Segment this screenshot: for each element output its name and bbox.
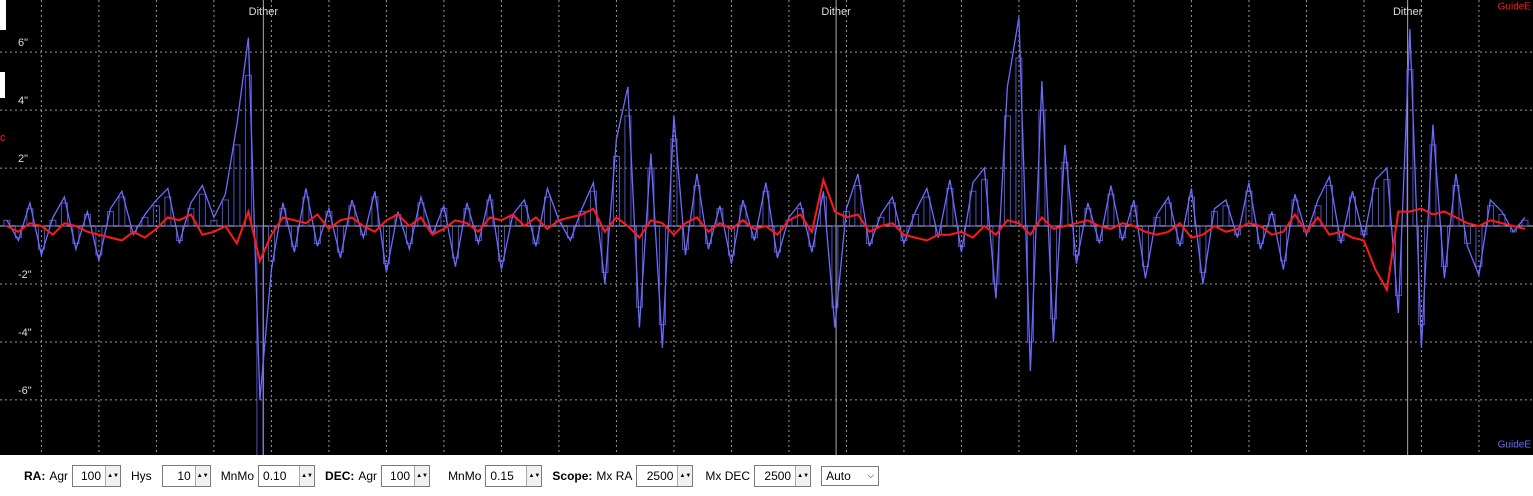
- spin-input[interactable]: 0.15 ▲▼: [485, 464, 543, 487]
- correction-bar: [1015, 57, 1023, 227]
- correction-bar: [1107, 193, 1115, 227]
- correction-bar: [693, 184, 701, 227]
- correction-bar: [1406, 69, 1414, 227]
- correction-bar: [141, 216, 149, 227]
- spin-input[interactable]: 100 ▲▼: [72, 464, 122, 487]
- correction-bar: [497, 225, 505, 262]
- correction-bar: [382, 225, 390, 265]
- input-value: 2500: [646, 468, 674, 483]
- correction-bar: [1141, 225, 1149, 268]
- correction-bar: [95, 225, 103, 256]
- legend-entry: GuideE: [1498, 440, 1532, 451]
- correction-bar: [1245, 190, 1253, 227]
- spin-input[interactable]: 2500 ▲▼: [754, 464, 812, 487]
- spin-input[interactable]: 10 ▲▼: [161, 464, 211, 487]
- correction-bar: [1394, 225, 1402, 297]
- label: Hys: [131, 468, 152, 483]
- correction-bar: [233, 144, 241, 227]
- label: Mx DEC: [705, 468, 751, 483]
- correction-bar: [210, 219, 218, 227]
- correction-bar: [49, 219, 57, 227]
- dropdown-value: Auto: [826, 468, 851, 483]
- correction-bar: [1371, 187, 1379, 227]
- correction-bar: [451, 225, 459, 259]
- correction-bar: [198, 193, 206, 227]
- spin-input[interactable]: 0.10 ▲▼: [258, 464, 316, 487]
- label: MnMo: [220, 468, 255, 483]
- correction-bar: [1003, 115, 1011, 227]
- correction-bar: [969, 190, 977, 227]
- guide-graph: c 6" 4" 2" -2" -4" -6" Dither Dither Dither Guide…: [0, 0, 1533, 455]
- correction-bar: [256, 225, 264, 455]
- correction-bar: [727, 225, 735, 256]
- correction-bar: [1199, 225, 1207, 273]
- label: MnMo: [448, 468, 482, 483]
- correction-bar: [923, 196, 931, 227]
- y-tick-label: -6": [18, 385, 32, 397]
- correction-bar: [946, 187, 954, 227]
- label: Agr: [49, 468, 69, 483]
- label: Mx RA: [596, 468, 633, 483]
- correction-bar: [164, 196, 172, 227]
- input-value: 2500: [764, 468, 792, 483]
- input-value: 100: [390, 468, 411, 483]
- spin-input[interactable]: 2500 ▲▼: [636, 464, 694, 487]
- correction-bar: [831, 225, 839, 308]
- correction-bar: [854, 184, 862, 227]
- y-tick-label: 6": [18, 37, 28, 49]
- dropdown[interactable]: Auto ⌵: [821, 465, 880, 486]
- correction-bar: [1164, 202, 1172, 227]
- correction-bar: [1222, 205, 1230, 227]
- correction-bar: [1521, 219, 1529, 227]
- y-tick-label: -4": [18, 327, 32, 339]
- series-line: [6, 17, 1526, 400]
- y-tick-label: 2": [18, 153, 28, 165]
- correction-bar: [543, 196, 551, 227]
- annotation: Dither: [821, 6, 851, 18]
- input-value: 0.10: [263, 468, 287, 483]
- control-bar: RA: Agr 100 ▲▼ Hys 10 ▲▼ MnMo 0.10 ▲▼ DEC: …: [0, 455, 1533, 496]
- y-tick-label: 4": [18, 95, 28, 107]
- correction-bar: [1348, 196, 1356, 227]
- side-widget: [0, 0, 6, 30]
- label: Scope:: [552, 468, 593, 483]
- y-tick-label: -2": [18, 269, 32, 281]
- correction-bar: [60, 202, 68, 227]
- annotation: Dither: [249, 6, 279, 18]
- correction-bar: [1314, 205, 1322, 227]
- correction-bar: [221, 199, 229, 227]
- correction-bar: [704, 225, 712, 244]
- label: RA:: [24, 468, 46, 483]
- label: Agr: [358, 468, 378, 483]
- annotation: Dither: [1393, 6, 1423, 18]
- side-widget: [0, 72, 5, 98]
- correction-bar: [1325, 184, 1333, 227]
- correction-bar: [3, 219, 11, 227]
- correction-bar: [417, 202, 425, 227]
- input-value: 10: [177, 468, 191, 483]
- correction-bar: [152, 205, 160, 227]
- correction-bar: [612, 155, 620, 227]
- correction-bar: [118, 196, 126, 227]
- spin-input[interactable]: 100 ▲▼: [381, 464, 431, 487]
- correction-bar: [1498, 213, 1506, 227]
- label: DEC:: [325, 468, 355, 483]
- series-line: [6, 176, 1526, 293]
- axis-label: c: [0, 132, 6, 144]
- legend-entry: GuideE: [1498, 2, 1532, 13]
- input-value: 0.15: [490, 468, 514, 483]
- correction-bar: [992, 225, 1000, 285]
- correction-bar: [302, 196, 310, 227]
- correction-bar: [187, 208, 195, 227]
- input-value: 100: [80, 468, 102, 483]
- correction-bar: [1072, 225, 1080, 256]
- correction-bar: [336, 225, 344, 253]
- correction-bar: [888, 202, 896, 227]
- correction-bar: [1279, 225, 1287, 262]
